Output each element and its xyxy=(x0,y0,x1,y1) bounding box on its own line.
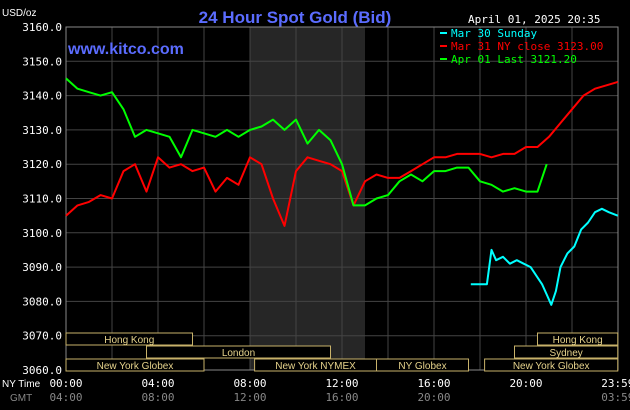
timestamp: April 01, 2025 20:35 xyxy=(468,13,600,26)
legend-entry: Apr 01 Last 3121.20 xyxy=(451,53,577,66)
session-label: NY Globex xyxy=(398,361,446,372)
axis-layer: 3160.0 3150.0 3140.0 3130.0 3120.0 3110.0 3100… xyxy=(2,21,630,404)
session-bar xyxy=(484,358,619,372)
y-tick-label: 3070.0 xyxy=(22,330,62,343)
session-bar xyxy=(65,332,193,346)
y-tick-label: 3080.0 xyxy=(22,295,62,308)
series-layer xyxy=(65,77,619,306)
x-tick-label-gmt: 20:00 xyxy=(417,391,450,404)
x-tick-label-gmt: 04:00 xyxy=(49,391,82,404)
x-tick-label-ny: 20:00 xyxy=(509,377,542,390)
y-tick-label: 3160.0 xyxy=(22,21,62,34)
session-bar xyxy=(537,332,619,346)
session-layer: Hong Kong Hong Kong London Sydney New York G… xyxy=(65,332,619,372)
x-tick-label-ny: 12:00 xyxy=(325,377,358,390)
chart-title: 24 Hour Spot Gold (Bid) xyxy=(199,8,392,27)
x-axis-label-gmt: GMT xyxy=(10,393,32,404)
y-unit-label: USD/oz xyxy=(2,8,36,19)
session-label: New York NYMEX xyxy=(275,361,356,372)
session-label: Hong Kong xyxy=(104,335,154,346)
y-tick-label: 3140.0 xyxy=(22,90,62,103)
legend-entry: Mar 30 Sunday xyxy=(451,27,537,40)
y-tick-label: 3120.0 xyxy=(22,158,62,171)
session-label: New York Globex xyxy=(97,361,174,372)
y-tick-label: 3100.0 xyxy=(22,227,62,240)
y-tick-label: 3090.0 xyxy=(22,261,62,274)
x-tick-label-gmt: 12:00 xyxy=(233,391,266,404)
series-line xyxy=(65,77,548,207)
series-line xyxy=(65,80,619,227)
session-bar xyxy=(514,345,619,359)
session-bar xyxy=(376,358,469,372)
x-tick-label-ny: 08:00 xyxy=(233,377,266,390)
session-label: New York Globex xyxy=(513,361,590,372)
x-tick-label-gmt: 08:00 xyxy=(141,391,174,404)
session-bar xyxy=(65,358,205,372)
x-tick-label-ny: 00:00 xyxy=(49,377,82,390)
y-tick-label: 3060.0 xyxy=(22,364,62,377)
session-label: London xyxy=(222,348,255,359)
x-tick-label-gmt: 16:00 xyxy=(325,391,358,404)
x-tick-label-ny: 04:00 xyxy=(141,377,174,390)
watermark: www.kitco.com xyxy=(67,41,184,58)
x-tick-label-ny: 23:59 xyxy=(601,377,630,390)
y-tick-label: 3110.0 xyxy=(22,193,62,206)
y-tick-label: 3150.0 xyxy=(22,55,62,68)
session-label: Hong Kong xyxy=(553,335,603,346)
y-tick-label: 3130.0 xyxy=(22,124,62,137)
x-tick-label-ny: 16:00 xyxy=(417,377,450,390)
x-axis-label-ny: NY Time xyxy=(2,379,41,390)
x-tick-label-gmt: 03:59 xyxy=(601,391,630,404)
series-line xyxy=(470,207,619,306)
session-bar xyxy=(146,345,331,359)
session-label: Sydney xyxy=(549,348,582,359)
legend-entry: Mar 31 NY close 3123.00 xyxy=(451,40,603,53)
